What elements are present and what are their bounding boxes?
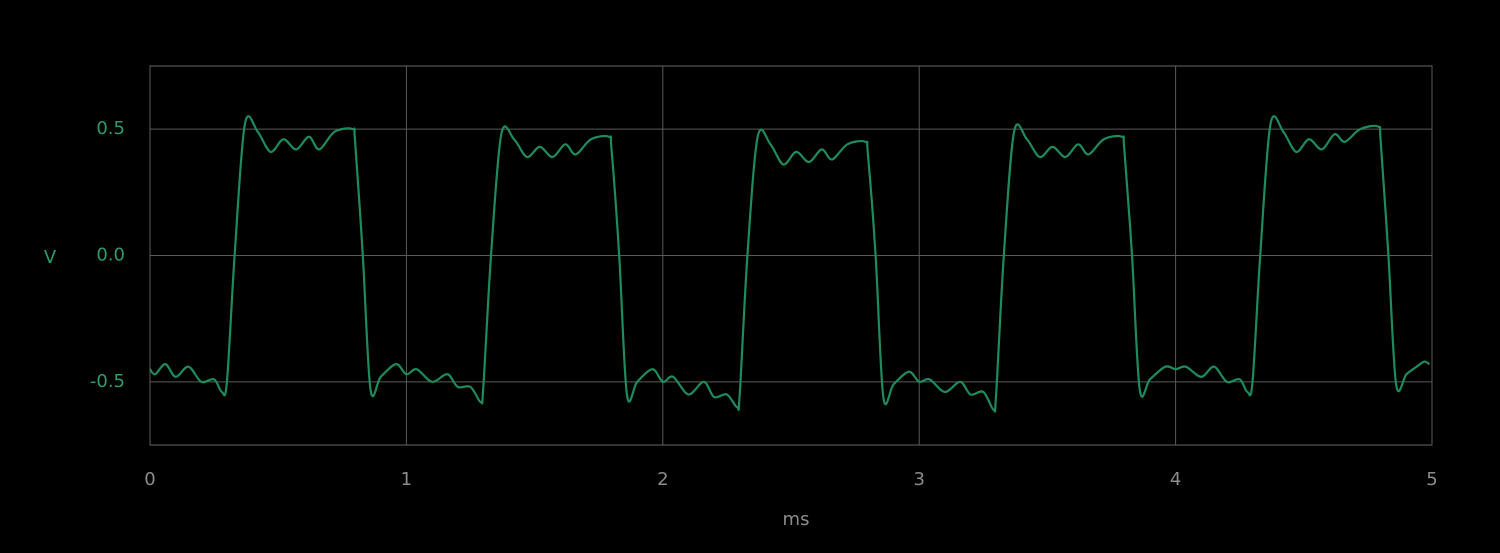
x-axis-label: ms xyxy=(783,509,810,530)
y-tick-label: -0.5 xyxy=(90,371,125,392)
y-axis-label: V xyxy=(44,247,57,268)
x-tick-label: 1 xyxy=(401,469,412,490)
signal-line xyxy=(149,115,1431,413)
x-tick-label: 2 xyxy=(657,469,668,490)
x-tick-label: 5 xyxy=(1426,469,1437,490)
x-tick-label: 4 xyxy=(1170,469,1181,490)
x-tick-label: 0 xyxy=(144,469,155,490)
y-tick-label: 0.5 xyxy=(96,118,125,139)
x-tick-label: 3 xyxy=(913,469,924,490)
y-tick-label: 0.0 xyxy=(96,245,125,266)
